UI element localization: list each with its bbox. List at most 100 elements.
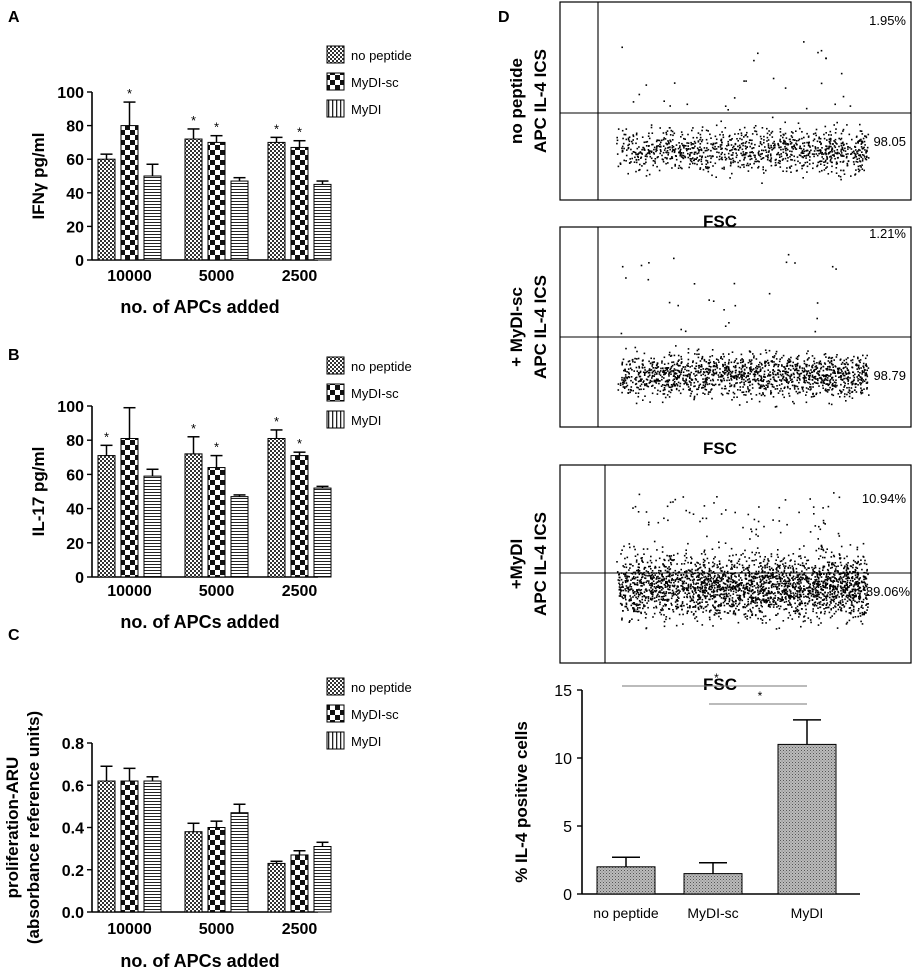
legend-label: MyDI-sc bbox=[351, 75, 399, 90]
flow-ylabel-line2: APC IL-4 ICS bbox=[531, 49, 550, 153]
y-tick-label: 0 bbox=[75, 253, 84, 270]
bar bbox=[207, 827, 226, 913]
legend-label: MyDI-sc bbox=[351, 386, 399, 401]
y-tick-label: 100 bbox=[57, 399, 84, 416]
grouped-bar-charts: 0 20 40 60 80 100 * 10000 * * 5000 * * 2500 IFNγ pg/ml… bbox=[3, 85, 332, 971]
il4-positive-cells-chart: 0 5 10 15 no peptide MyDI-sc MyDI * * % IL-4 posi… bbox=[512, 671, 860, 921]
bar bbox=[143, 175, 162, 261]
fsc-label: FSC bbox=[703, 212, 737, 231]
bar bbox=[290, 146, 309, 261]
bar bbox=[267, 141, 286, 261]
flow-ylabel-line2: APC IL-4 ICS bbox=[531, 275, 550, 379]
flow-plot-no-peptide: 1.95% 98.05 no peptide APC IL-4 ICS FSC bbox=[507, 1, 912, 231]
y-tick-label: 80 bbox=[66, 119, 84, 136]
y-axis-label: % IL-4 positive cells bbox=[512, 721, 531, 883]
fsc-label: FSC bbox=[703, 675, 737, 694]
bar bbox=[97, 158, 116, 261]
x-tick-label: MyDI bbox=[791, 905, 824, 921]
legend-c: no peptide MyDI-sc MyDI bbox=[326, 677, 412, 750]
legend-swatch bbox=[326, 383, 345, 402]
y-tick-label: 20 bbox=[66, 219, 84, 236]
chart-c: 0.0 0.2 0.4 0.6 0.8 10000 5000 2500 proliferatio… bbox=[3, 711, 332, 971]
y-axis-label: IL-17 pg/ml bbox=[29, 447, 48, 537]
bar bbox=[596, 866, 656, 895]
plot-frame bbox=[559, 1, 912, 201]
bar bbox=[683, 873, 743, 895]
bar bbox=[97, 780, 116, 913]
chart-a: 0 20 40 60 80 100 * 10000 * * 5000 * * 2500 IFNγ pg/ml… bbox=[29, 85, 332, 317]
significance-star: * bbox=[214, 120, 219, 135]
y-axis-label-2: (absorbance reference units) bbox=[24, 711, 43, 944]
fsc-label: FSC bbox=[703, 439, 737, 458]
legend-label: MyDI bbox=[351, 734, 381, 749]
bar bbox=[207, 467, 226, 578]
x-tick-label: MyDI-sc bbox=[687, 905, 738, 921]
x-tick-label: 2500 bbox=[282, 583, 318, 600]
bar bbox=[184, 138, 203, 261]
upper-gate-percent: 1.95% bbox=[869, 13, 906, 28]
x-tick-label: 10000 bbox=[107, 268, 152, 285]
plot-frame bbox=[559, 226, 912, 428]
y-tick-label: 0.8 bbox=[62, 736, 84, 753]
significance-star: * bbox=[274, 414, 279, 429]
legend-swatch bbox=[326, 99, 345, 118]
legends: no peptide MyDI-sc MyDI no peptide MyDI-sc My… bbox=[326, 45, 412, 750]
y-tick-label: 0.0 bbox=[62, 905, 84, 922]
x-axis-label: no. of APCs added bbox=[120, 951, 279, 971]
y-tick-label: 20 bbox=[66, 536, 84, 553]
bar bbox=[207, 141, 226, 261]
x-axis-label: no. of APCs added bbox=[120, 297, 279, 317]
x-tick-label: 10000 bbox=[107, 921, 152, 938]
significance-star: * bbox=[191, 421, 196, 436]
x-tick-label: 2500 bbox=[282, 921, 318, 938]
significance-star: * bbox=[297, 436, 302, 451]
bar bbox=[184, 453, 203, 578]
flow-ylabel-line1: +MyDI bbox=[507, 539, 526, 590]
legend-swatch bbox=[326, 731, 345, 750]
event-dots bbox=[616, 492, 870, 630]
bar bbox=[267, 862, 286, 913]
bar bbox=[313, 183, 332, 261]
legend-label: MyDI bbox=[351, 102, 381, 117]
x-tick-label: no peptide bbox=[593, 905, 659, 921]
panel-label-d: D bbox=[498, 9, 510, 26]
significance-star: * bbox=[104, 429, 109, 444]
y-tick-label: 60 bbox=[66, 467, 84, 484]
flow-ylabel-line1: no peptide bbox=[507, 58, 526, 144]
y-tick-label: 0.4 bbox=[62, 821, 84, 838]
lower-gate-percent: 98.79 bbox=[873, 368, 906, 383]
legend-label: no peptide bbox=[351, 680, 412, 695]
significance-star: * bbox=[127, 86, 132, 101]
y-tick-label: 80 bbox=[66, 433, 84, 450]
upper-gate-percent: 1.21% bbox=[869, 226, 906, 241]
y-tick-label: 0 bbox=[75, 570, 84, 587]
flow-ylabel-line1: + MyDI-sc bbox=[507, 287, 526, 367]
x-tick-label: 5000 bbox=[199, 583, 235, 600]
x-tick-label: 5000 bbox=[199, 268, 235, 285]
legend-swatch bbox=[326, 704, 345, 723]
bar bbox=[230, 496, 249, 578]
significance-star: * bbox=[714, 671, 719, 685]
significance-star: * bbox=[758, 689, 763, 703]
bar bbox=[313, 487, 332, 578]
lower-gate-percent: 89.06% bbox=[866, 584, 911, 599]
legend-label: MyDI bbox=[351, 413, 381, 428]
y-tick-label: 0 bbox=[563, 887, 572, 904]
y-tick-label: 15 bbox=[554, 683, 572, 700]
lower-gate-percent: 98.05 bbox=[873, 134, 906, 149]
bar bbox=[777, 743, 837, 895]
bar bbox=[120, 125, 139, 261]
legend-a: no peptide MyDI-sc MyDI bbox=[326, 45, 412, 118]
x-tick-label: 2500 bbox=[282, 268, 318, 285]
legend-swatch bbox=[326, 72, 345, 91]
legend-label: MyDI-sc bbox=[351, 707, 399, 722]
flow-cytometry-plots: 1.95% 98.05 no peptide APC IL-4 ICS FSC 1.21%… bbox=[507, 1, 912, 694]
bar bbox=[230, 812, 249, 913]
y-tick-label: 0.2 bbox=[62, 863, 84, 880]
y-tick-label: 40 bbox=[66, 502, 84, 519]
x-tick-label: 10000 bbox=[107, 583, 152, 600]
legend-b: no peptide MyDI-sc MyDI bbox=[326, 356, 412, 429]
bar bbox=[120, 780, 139, 913]
bar bbox=[120, 437, 139, 578]
